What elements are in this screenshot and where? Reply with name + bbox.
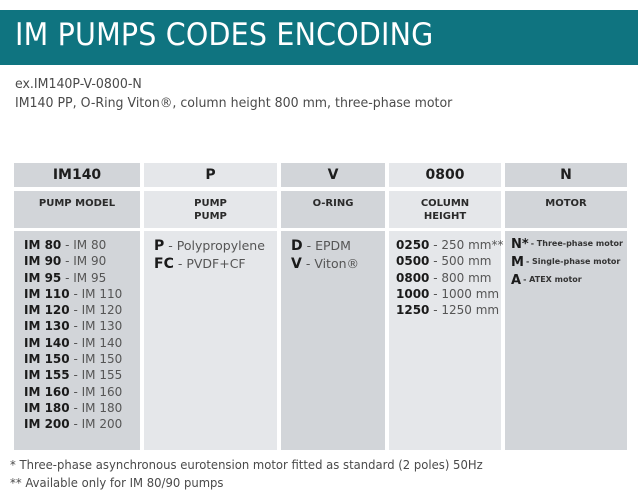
- option-item: IM 140 - IM 140: [24, 335, 123, 350]
- footnote-motor: * Three-phase asynchronous eurotension m…: [10, 457, 483, 472]
- column-label: O-RING: [281, 191, 385, 228]
- column-code: 0800: [389, 163, 501, 187]
- column-label: MOTOR: [505, 191, 627, 228]
- column-options: 0250 - 250 mm** 0500 - 500 mm 0800 - 800…: [389, 231, 504, 450]
- option-item: FC - PVDF+CF: [154, 256, 246, 272]
- option-item: IM 130 - IM 130: [24, 319, 123, 334]
- page-title: IM PUMPS CODES ENCODING: [15, 17, 434, 53]
- option-item: IM 120 - IM 120: [24, 303, 123, 318]
- column-options: IM 80 - IM 80 IM 90 - IM 90 IM 95 - IM 9…: [14, 231, 140, 450]
- example-description: IM140 PP, O-Ring Viton®, column height 8…: [15, 95, 453, 111]
- footnotes: * Three-phase asynchronous eurotension m…: [10, 456, 518, 492]
- example-block: ex.IM140P-V-0800-N IM140 PP, O-Ring Vito…: [15, 75, 485, 113]
- encoding-table: IM140 PUMP MODEL IM 80 - IM 80 IM 90 - I…: [14, 163, 627, 450]
- option-item: IM 90 - IM 90: [24, 254, 107, 269]
- column-o-ring: V O-RING D - EPDM V - Viton®: [281, 163, 385, 450]
- option-item: 0800 - 800 mm: [396, 270, 492, 285]
- column-options: D - EPDM V - Viton®: [281, 231, 385, 450]
- label-line: PUMP: [194, 211, 227, 222]
- option-item: 0250 - 250 mm**: [396, 238, 504, 252]
- option-item: IM 95 - IM 95: [24, 270, 107, 285]
- option-item: 1000 - 1000 mm: [396, 286, 500, 301]
- column-label: PUMP PUMP: [144, 191, 277, 228]
- column-column-height: 0800 COLUMN HEIGHT 0250 - 250 mm** 0500 …: [389, 163, 504, 450]
- label-line: HEIGHT: [423, 211, 467, 222]
- column-label: COLUMN HEIGHT: [389, 191, 501, 228]
- column-pump-model: IM140 PUMP MODEL IM 80 - IM 80 IM 90 - I…: [14, 163, 140, 450]
- option-item: D - EPDM: [291, 238, 351, 254]
- option-item: A - ATEX motor: [511, 273, 582, 288]
- column-options: N* - Three-phase motor M - Single-phase …: [505, 231, 627, 450]
- column-code: P: [144, 163, 277, 187]
- option-item: 1250 - 1250 mm: [396, 303, 500, 318]
- label-line: COLUMN: [420, 198, 470, 209]
- title-band: IM PUMPS CODES ENCODING: [0, 10, 638, 65]
- label-line: PUMP MODEL: [38, 198, 116, 209]
- column-motor: N MOTOR N* - Three-phase motor M - Singl…: [505, 163, 627, 450]
- example-code: ex.IM140P-V-0800-N: [15, 76, 142, 92]
- option-item: IM 80 - IM 80: [24, 238, 107, 252]
- option-item: IM 150 - IM 150: [24, 352, 123, 367]
- option-item: IM 200 - IM 200: [24, 417, 123, 432]
- option-item: IM 155 - IM 155: [24, 368, 123, 383]
- column-pump-material: P PUMP PUMP P - Polypropylene FC - PVDF+…: [144, 163, 277, 450]
- column-options: P - Polypropylene FC - PVDF+CF: [144, 231, 277, 450]
- column-code: N: [505, 163, 627, 187]
- option-item: N* - Three-phase motor: [511, 237, 623, 252]
- option-item: IM 160 - IM 160: [24, 384, 123, 399]
- column-code: V: [281, 163, 385, 187]
- option-item: M - Single-phase motor: [511, 255, 621, 270]
- option-item: IM 180 - IM 180: [24, 400, 123, 415]
- label-line: MOTOR: [545, 198, 587, 209]
- footnote-availability: ** Available only for IM 80/90 pumps: [10, 475, 224, 490]
- option-item: 0500 - 500 mm: [396, 254, 492, 269]
- option-item: V - Viton®: [291, 256, 360, 272]
- column-label: PUMP MODEL: [14, 191, 140, 228]
- option-item: P - Polypropylene: [154, 238, 265, 254]
- label-line: PUMP: [194, 198, 227, 209]
- column-code: IM140: [14, 163, 140, 187]
- option-item: IM 110 - IM 110: [24, 286, 123, 301]
- label-line: O-RING: [312, 198, 354, 209]
